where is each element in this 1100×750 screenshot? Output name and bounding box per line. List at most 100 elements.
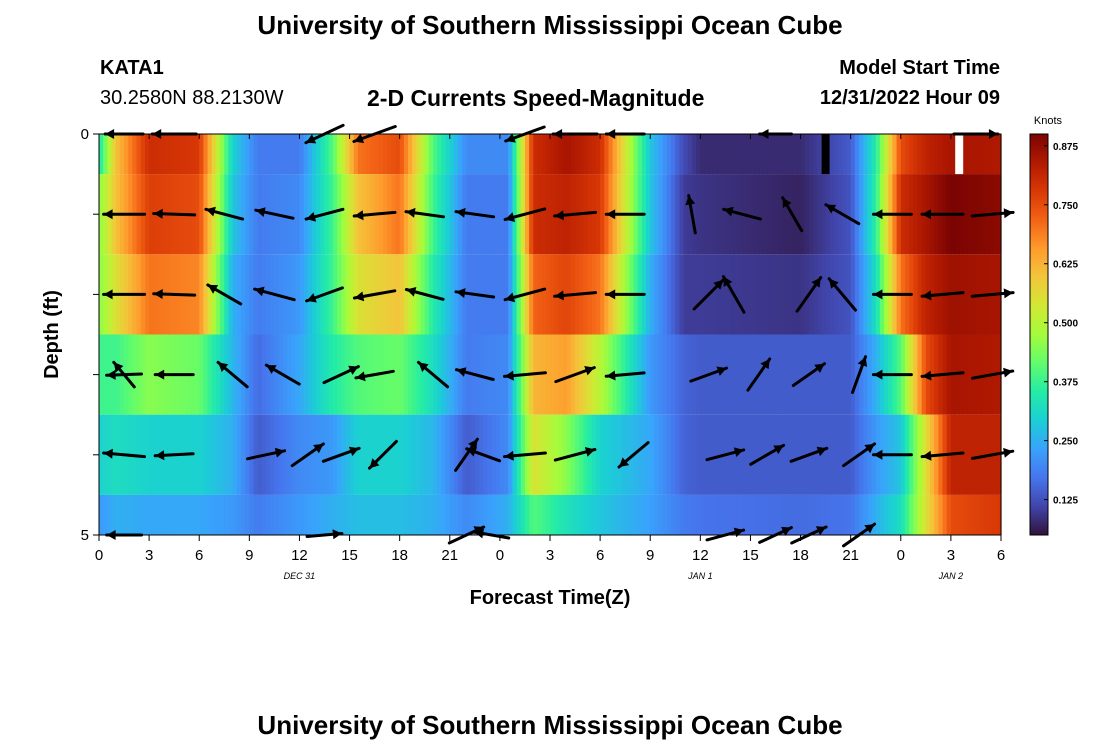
heat-cell xyxy=(391,334,397,415)
x-tick-label: 3 xyxy=(546,547,554,564)
heat-cell xyxy=(124,134,129,175)
heat-cell xyxy=(800,414,806,495)
heat-cell xyxy=(867,334,873,415)
heat-cell xyxy=(704,494,710,535)
vector-head xyxy=(474,528,484,539)
heat-cell xyxy=(295,334,301,415)
heat-cell xyxy=(758,254,764,335)
current-vector xyxy=(604,370,646,381)
heat-cell xyxy=(758,174,764,255)
heat-cell xyxy=(775,254,781,335)
vector-head xyxy=(554,290,564,301)
heat-cell xyxy=(566,494,572,535)
vector-head xyxy=(155,369,165,380)
current-vector xyxy=(150,129,198,139)
current-vector xyxy=(103,129,145,139)
heat-cell xyxy=(316,254,321,335)
heat-cell xyxy=(103,414,108,495)
heat-cell xyxy=(508,134,514,175)
current-vector xyxy=(368,439,398,470)
vector-head xyxy=(369,458,380,469)
heat-cell xyxy=(408,254,413,335)
heat-cell xyxy=(165,494,171,535)
heat-cell xyxy=(504,174,509,255)
heat-cell xyxy=(220,494,225,535)
heat-cell xyxy=(357,134,363,175)
heat-cell xyxy=(612,134,618,175)
heat-cell xyxy=(671,494,676,535)
vector-head xyxy=(988,129,998,139)
heat-cell xyxy=(821,254,827,335)
current-vector xyxy=(264,363,301,386)
heat-cell xyxy=(783,334,789,415)
heat-cell xyxy=(800,134,806,175)
heat-cell xyxy=(99,174,104,255)
current-vector xyxy=(692,278,725,311)
heat-cell xyxy=(813,134,818,175)
current-vector xyxy=(970,288,1015,299)
heat-cell xyxy=(562,414,568,495)
heat-cell xyxy=(792,174,797,255)
heat-cell xyxy=(817,254,823,335)
heat-cell xyxy=(537,494,543,535)
heat-cell xyxy=(721,134,726,175)
x-tick-label: 9 xyxy=(245,547,253,564)
heat-cell xyxy=(550,334,555,415)
heat-cell xyxy=(215,494,221,535)
heat-cell xyxy=(817,174,823,255)
vector-head xyxy=(584,366,595,376)
vector-head xyxy=(255,207,266,217)
heat-cell xyxy=(311,494,317,535)
heat-cell xyxy=(99,254,104,335)
heat-cell xyxy=(211,254,217,335)
heat-cell xyxy=(353,134,359,175)
heat-cell xyxy=(541,414,547,495)
heat-cell xyxy=(174,134,179,175)
current-vector xyxy=(290,442,325,468)
heat-cell xyxy=(863,134,868,175)
heat-cell xyxy=(558,494,564,535)
heat-cell xyxy=(445,134,451,175)
heat-cell xyxy=(821,174,827,255)
colorbar-tick-label: 0.500 xyxy=(1053,319,1078,330)
heat-cell xyxy=(921,334,927,415)
heat-cell xyxy=(742,134,747,175)
heat-cell xyxy=(771,254,777,335)
heat-cell xyxy=(838,494,843,535)
current-vector xyxy=(354,369,395,382)
heat-cell xyxy=(754,414,760,495)
heat-cell xyxy=(725,494,731,535)
heat-cell xyxy=(236,174,242,255)
heat-cell xyxy=(783,494,789,535)
heat-cell xyxy=(232,494,238,535)
heat-cell xyxy=(332,414,338,495)
heat-cell xyxy=(683,174,689,255)
current-vector xyxy=(105,369,143,380)
heat-cell xyxy=(257,494,263,535)
heat-cell xyxy=(261,254,267,335)
heat-cell xyxy=(900,134,906,175)
heat-cell xyxy=(240,174,246,255)
heat-cell xyxy=(666,494,672,535)
heat-cell xyxy=(261,494,267,535)
heat-cell xyxy=(228,134,234,175)
heat-cell xyxy=(533,174,539,255)
heat-cell xyxy=(967,414,973,495)
current-vector xyxy=(871,449,913,460)
vector-head xyxy=(504,450,514,461)
heat-cell xyxy=(491,334,497,415)
heat-cell xyxy=(804,174,810,255)
heat-cell xyxy=(307,334,313,415)
heat-cell xyxy=(671,254,676,335)
heat-cell xyxy=(675,334,681,415)
heat-cell xyxy=(662,174,668,255)
heat-cell xyxy=(783,414,789,495)
heat-cell xyxy=(257,134,263,175)
heat-cell xyxy=(307,254,313,335)
heat-cell xyxy=(558,134,564,175)
heat-cell xyxy=(687,334,693,415)
heat-cell xyxy=(345,334,351,415)
heat-cell xyxy=(967,334,973,415)
heat-cell xyxy=(466,134,472,175)
heat-cell xyxy=(808,174,814,255)
